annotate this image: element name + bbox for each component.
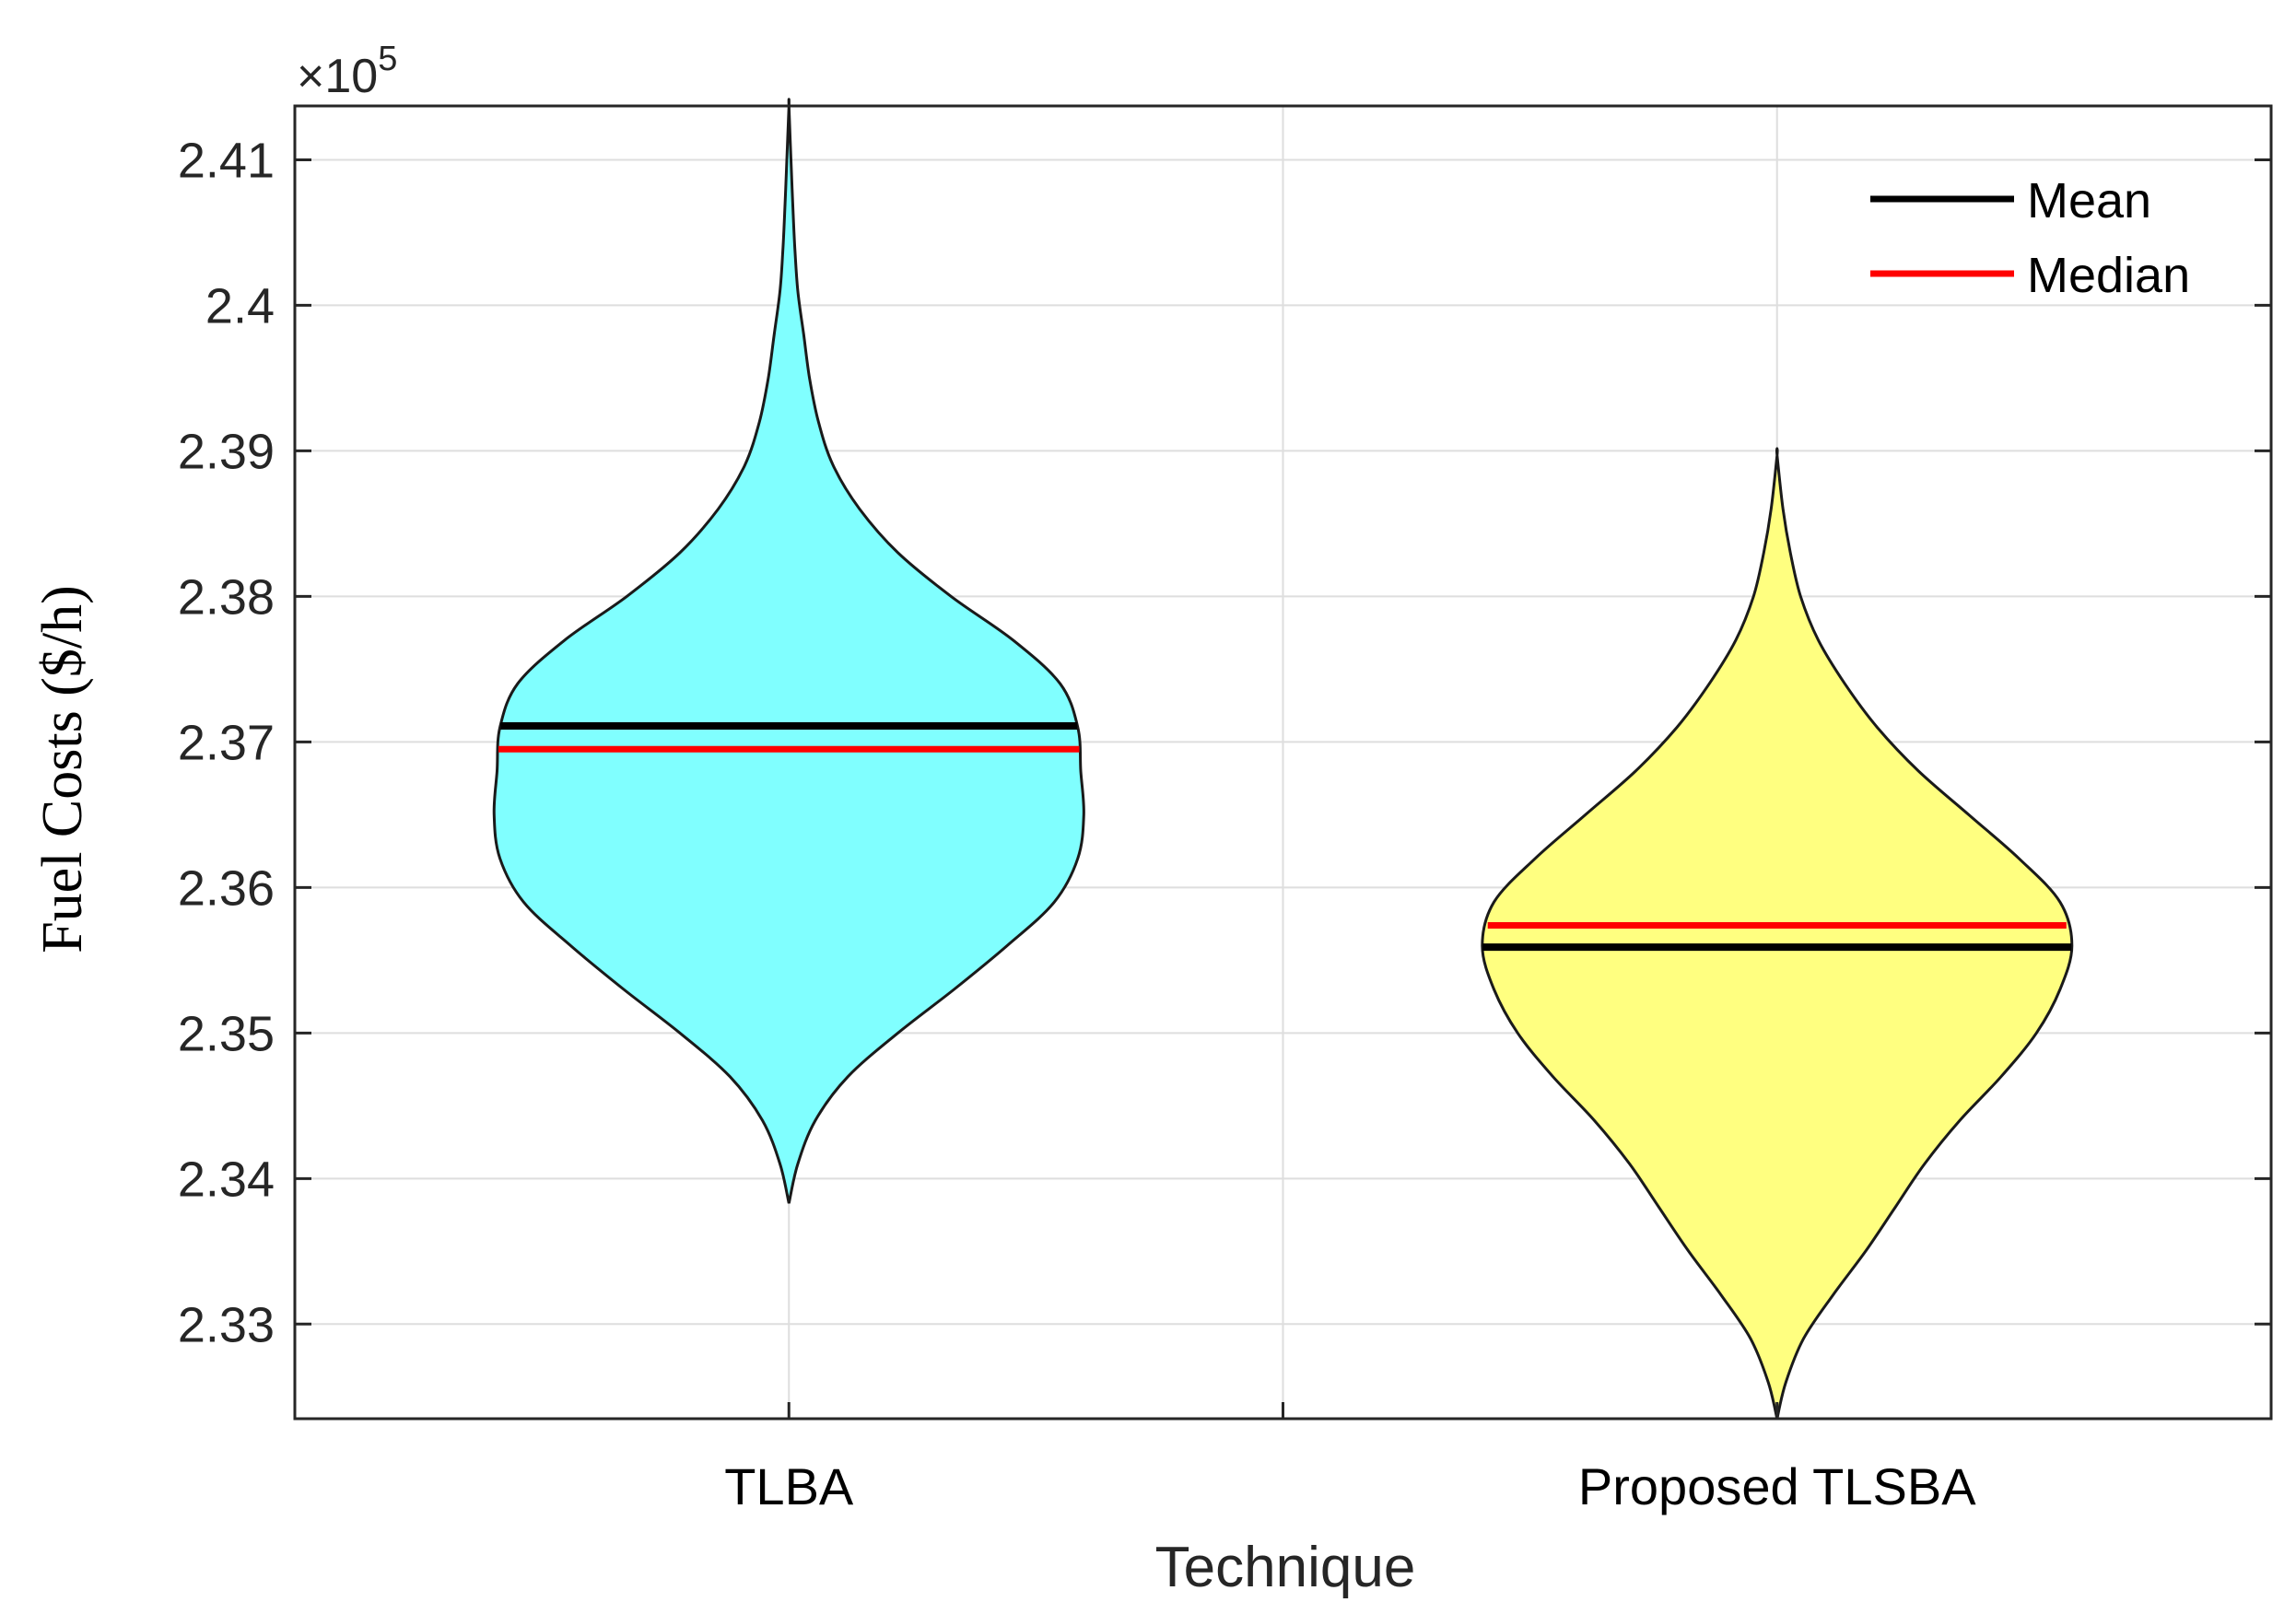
legend-median-label: Median — [2027, 248, 2190, 303]
y-axis-label: Fuel Costs ($/h) — [31, 585, 94, 953]
y-tick-label: 2.34 — [178, 1152, 275, 1207]
violin-1 — [1481, 447, 2074, 1420]
x-tick-label: Proposed TLSBA — [1578, 1457, 1976, 1515]
y-axis-multiplier-exponent: 5 — [378, 40, 397, 78]
y-tick-label: 2.39 — [178, 424, 275, 479]
y-tick-label: 2.38 — [178, 569, 275, 625]
y-tick-label: 2.36 — [178, 860, 275, 916]
y-tick-label: 2.35 — [178, 1006, 275, 1061]
x-tick-label: TLBA — [724, 1457, 854, 1515]
y-axis-multiplier: ×105 — [297, 40, 397, 103]
y-tick-label: 2.4 — [205, 278, 275, 333]
y-tick-label: 2.33 — [178, 1297, 275, 1352]
violin-0 — [492, 98, 1085, 1204]
y-axis-ticks: 2.33 2.34 2.35 2.36 2.37 2.38 2.39 2.4 2.41 — [178, 133, 2271, 1352]
y-tick-label: 2.41 — [178, 133, 275, 188]
x-axis-label: Technique — [1155, 1536, 1416, 1599]
violins — [492, 98, 2074, 1420]
legend-mean-label: Mean — [2027, 173, 2151, 228]
x-axis-ticks: TLBA Proposed TLSBA — [724, 1402, 1976, 1515]
y-tick-label: 2.37 — [178, 715, 275, 770]
legend: Mean Median — [1870, 173, 2190, 303]
stat-lines — [498, 722, 2072, 952]
